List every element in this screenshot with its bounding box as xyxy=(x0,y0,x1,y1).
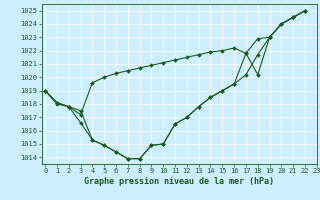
X-axis label: Graphe pression niveau de la mer (hPa): Graphe pression niveau de la mer (hPa) xyxy=(84,177,274,186)
